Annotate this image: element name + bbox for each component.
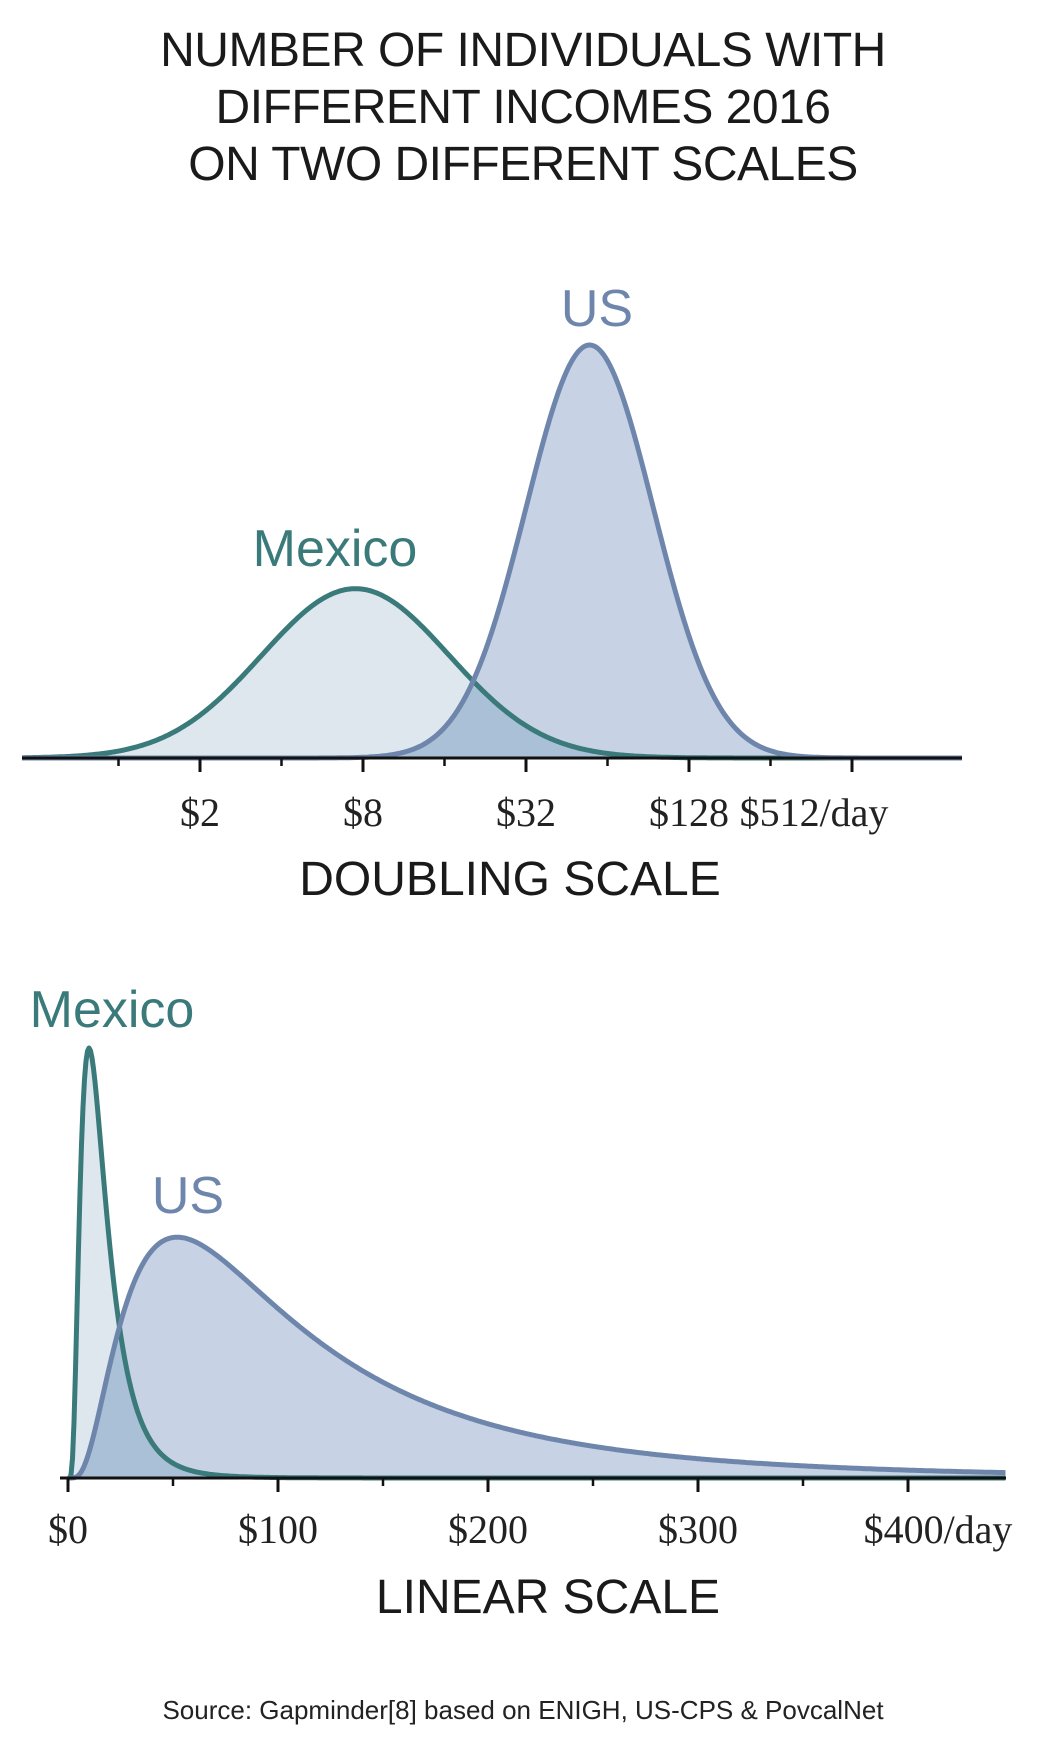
- linear-scale-chart: $0 $100 $200 $300 $400/day LINEAR SCALE Mexico…: [30, 981, 1013, 1624]
- series-label-us: US: [561, 280, 633, 338]
- tick-label: $2: [180, 790, 220, 835]
- series-label-us: US: [152, 1167, 224, 1225]
- doubling-scale-chart: $2 $8 $32 $128 $512/day DOUBLING SCALE Mexico U…: [21, 280, 963, 906]
- x-axis-title: LINEAR SCALE: [376, 1571, 720, 1624]
- source-note: Source: Gapminder[8] based on ENIGH, US-…: [162, 1695, 884, 1725]
- tick-label: $100: [238, 1507, 318, 1552]
- chart-title: NUMBER OF INDIVIDUALS WITH DIFFERENT INC…: [0, 22, 1046, 193]
- us-area-fill: [22, 345, 962, 758]
- series-line-us: [67, 1234, 1007, 1481]
- tick-label: $32: [496, 790, 556, 835]
- us-area-fill: [68, 1237, 1006, 1478]
- series-label-mexico: Mexico: [30, 981, 195, 1039]
- tick-label: $8: [343, 790, 383, 835]
- tick-label: $400/day: [864, 1507, 1013, 1552]
- series-label-mexico: Mexico: [253, 520, 418, 578]
- tick-label: $0: [48, 1507, 88, 1552]
- x-axis-title: DOUBLING SCALE: [299, 853, 720, 906]
- mexico-area-fill: [22, 588, 962, 758]
- tick-label: $512/day: [740, 790, 889, 835]
- overlap-area-fill: [22, 682, 962, 758]
- tick-label: $300: [658, 1507, 738, 1552]
- title-line-1: NUMBER OF INDIVIDUALS WITH: [160, 24, 886, 77]
- tick-label: $200: [448, 1507, 528, 1552]
- title-line-2: DIFFERENT INCOMES 2016: [215, 81, 831, 134]
- overlap-area-fill: [68, 1328, 1006, 1478]
- title-line-3: ON TWO DIFFERENT SCALES: [188, 138, 858, 191]
- tick-label: $128: [649, 790, 729, 835]
